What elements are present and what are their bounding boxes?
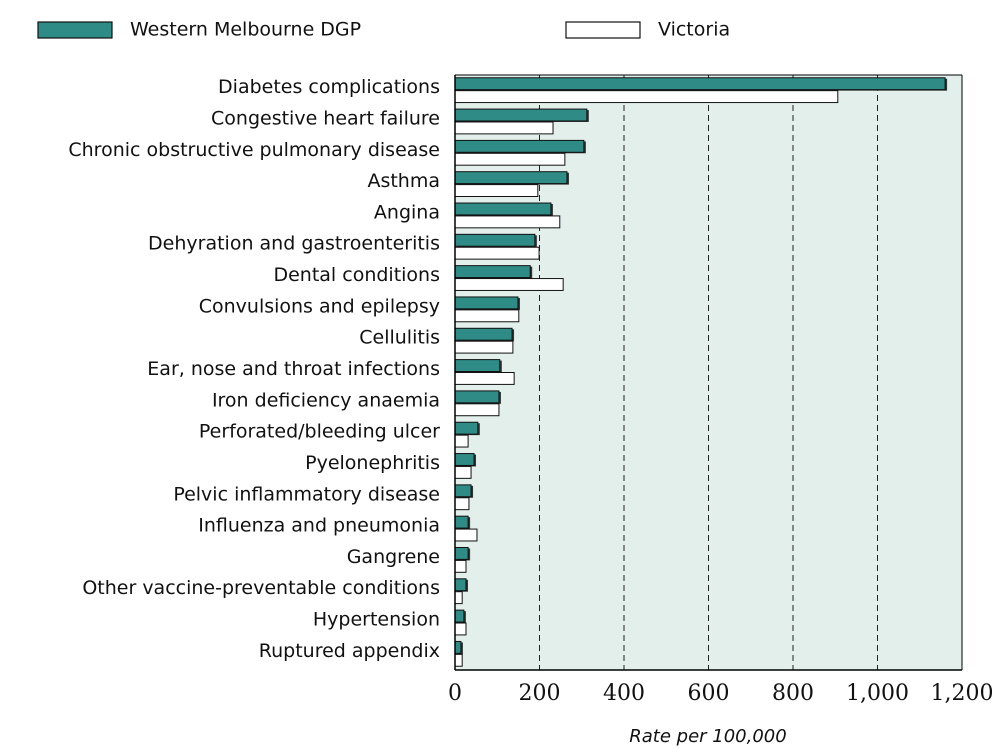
bar (454, 372, 515, 385)
bar (454, 309, 520, 323)
y-tick-label: Ear, nose and throat infections (147, 358, 440, 380)
y-tick-label: Angina (374, 201, 440, 223)
y-tick-label: Asthma (367, 170, 440, 192)
bar (454, 546, 469, 560)
bar (454, 278, 564, 291)
y-tick-label: Gangrene (347, 546, 440, 568)
y-tick-label: Cellulitis (359, 327, 440, 349)
y-tick-label: Perforated/bleeding ulcer (199, 421, 440, 443)
bar (454, 139, 585, 153)
bar (454, 515, 469, 529)
y-tick-label: Iron deficiency anaemia (212, 389, 440, 411)
bar (454, 609, 465, 623)
bar (454, 653, 463, 667)
bar (454, 121, 554, 135)
bar (454, 453, 475, 466)
bar (454, 296, 519, 310)
y-tick-label: Diabetes complications (218, 76, 440, 98)
bar (454, 640, 462, 654)
bar (454, 622, 467, 636)
x-tick-label: 600 (688, 681, 730, 706)
x-axis-title: Rate per 100,000 (629, 726, 786, 747)
bar (454, 265, 531, 279)
bar (454, 246, 540, 260)
x-tick-label: 1,000 (846, 681, 909, 706)
y-tick-label: Influenza and pneumonia (198, 515, 440, 537)
bar (454, 559, 467, 573)
bar (454, 591, 463, 605)
bar (454, 403, 500, 417)
y-tick-label: Dental conditions (273, 264, 440, 286)
legend-label: Victoria (658, 19, 730, 41)
bar (454, 215, 561, 229)
bar (454, 233, 536, 247)
bar (454, 184, 539, 198)
bar (454, 108, 588, 122)
x-tick-label: 800 (772, 681, 814, 706)
bar (454, 528, 478, 542)
bar (454, 434, 469, 448)
bar (454, 484, 472, 498)
bar (454, 327, 513, 341)
bar (454, 152, 566, 166)
legend-swatch (37, 21, 113, 39)
x-tick-label: 400 (603, 681, 645, 706)
bar (454, 421, 479, 435)
bar (454, 578, 467, 592)
bar (454, 340, 514, 354)
y-tick-label: Chronic obstructive pulmonary disease (68, 139, 440, 161)
legend-label: Western Melbourne DGP (130, 19, 361, 41)
y-tick-label: Ruptured appendix (259, 640, 440, 662)
bar (454, 359, 501, 373)
y-tick-label: Pelvic inflammatory disease (173, 483, 440, 505)
bar (454, 77, 946, 91)
bar (454, 497, 470, 511)
x-tick-label: 1,200 (931, 681, 994, 706)
y-tick-label: Other vaccine-preventable conditions (82, 577, 440, 599)
x-tick-label: 0 (448, 681, 462, 706)
legend-swatch (565, 21, 641, 39)
y-tick-label: Convulsions and epilepsy (199, 295, 440, 317)
bar (454, 90, 839, 104)
y-tick-label: Congestive heart failure (211, 107, 440, 129)
y-tick-label: Hypertension (313, 609, 440, 631)
bar (454, 171, 568, 185)
y-tick-label: Pyelonephritis (305, 452, 440, 474)
x-tick-label: 200 (519, 681, 561, 706)
bar (454, 202, 552, 216)
y-tick-label: Dehyration and gastroenteritis (148, 233, 440, 255)
bar (454, 465, 472, 479)
bar (454, 390, 500, 404)
